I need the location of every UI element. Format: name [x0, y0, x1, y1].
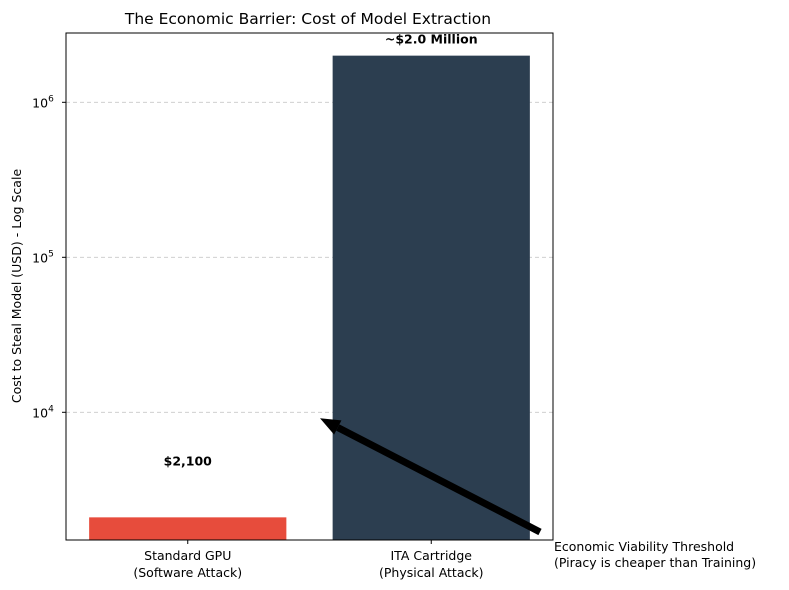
y-tick-label: 105 — [32, 249, 54, 265]
data-label: ~$2.0 Million — [385, 32, 478, 47]
annotation-arrow-shaft — [336, 424, 542, 536]
x-tick-label: Standard GPU — [144, 548, 231, 563]
bar — [332, 55, 530, 540]
axes — [65, 32, 554, 541]
y-tick-label: 106 — [32, 94, 54, 110]
y-tick-label: 104 — [32, 404, 54, 420]
plot-frame — [65, 32, 554, 541]
data-label: $2,100 — [164, 453, 213, 468]
x-tick-label: ITA Cartridge — [391, 548, 473, 563]
annotation-arrow-head — [320, 418, 342, 435]
x-axis-ticks: Standard GPU (Software Attack) ITA Cartrid… — [133, 540, 483, 580]
chart-title: The Economic Barrier: Cost of Model Extr… — [124, 10, 491, 28]
y-axis-label: Cost to Steal Model (USD) - Log Scale — [9, 169, 24, 404]
bar — [89, 517, 287, 540]
data-labels: $2,100 ~$2.0 Million — [164, 32, 478, 469]
annotation-subtext: (Piracy is cheaper than Training) — [554, 555, 756, 570]
x-tick-sublabel: (Software Attack) — [133, 565, 242, 580]
bars — [89, 55, 530, 540]
y-axis-ticks: 104 105 106 — [32, 94, 66, 420]
annotation: Economic Viability Threshold(Piracy is c… — [320, 418, 756, 570]
x-tick-sublabel: (Physical Attack) — [379, 565, 483, 580]
annotation-text: Economic Viability Threshold — [554, 539, 734, 554]
